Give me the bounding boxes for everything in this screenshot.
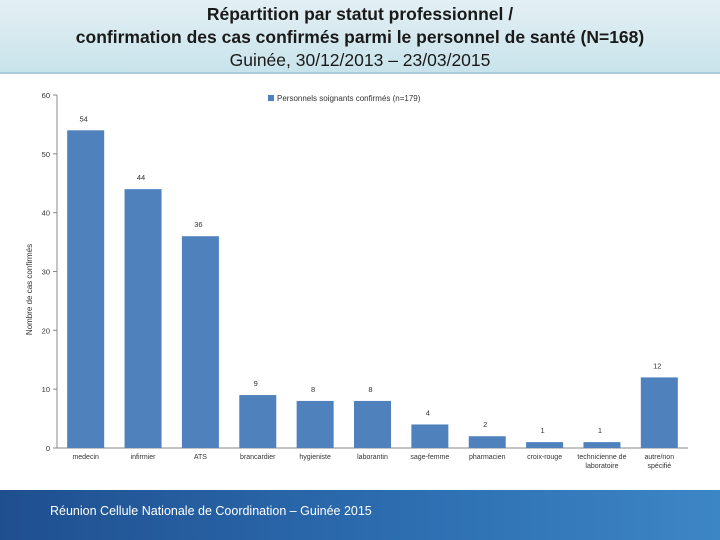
bar xyxy=(583,442,621,448)
data-label: 54 xyxy=(80,114,88,123)
slide-header: Répartition par statut professionnel / c… xyxy=(0,0,720,74)
data-label: 4 xyxy=(426,408,430,417)
title-line-3: Guinée, 30/12/2013 – 23/03/2015 xyxy=(229,50,491,70)
x-tick-label: technicienne de laboratoire xyxy=(577,454,626,470)
bar xyxy=(239,395,277,448)
bar xyxy=(124,189,162,448)
bar-chart: 0 10 20 30 40 50 60 Nombre de cas confirmés Pers… xyxy=(25,91,688,470)
bar xyxy=(181,236,219,448)
legend-swatch xyxy=(268,95,274,101)
data-label: 9 xyxy=(254,379,258,388)
data-label: 1 xyxy=(541,426,545,435)
data-label: 2 xyxy=(483,420,487,429)
y-axis-title: Nombre de cas confirmés xyxy=(25,244,34,335)
x-tick-label: autre/non spécifié xyxy=(645,454,675,470)
x-tick-label: ATS xyxy=(194,454,207,461)
y-tick-label: 20 xyxy=(42,326,50,335)
bar xyxy=(411,424,449,448)
bar xyxy=(640,377,678,448)
bar xyxy=(526,442,564,448)
data-label: 44 xyxy=(137,173,145,182)
x-tick-label: croix-rouge xyxy=(527,454,562,461)
bar xyxy=(354,400,391,448)
bar xyxy=(296,400,334,448)
chart-area: 0 10 20 30 40 50 60 Nombre de cas confirmés Pers… xyxy=(0,74,720,490)
y-tick-label: 10 xyxy=(42,385,50,394)
bar xyxy=(67,130,105,449)
data-label: 1 xyxy=(598,426,602,435)
x-tick-label: medecin xyxy=(72,454,99,461)
footer-text: Réunion Cellule Nationale de Coordinatio… xyxy=(50,504,372,518)
x-tick-label: hygieniste xyxy=(299,454,331,461)
y-tick-label: 0 xyxy=(46,444,50,453)
x-tick-label: pharmacien xyxy=(469,454,506,461)
title-line-2: confirmation des cas confirmés parmi le … xyxy=(75,27,645,47)
data-label: 8 xyxy=(368,385,372,394)
y-tick-label: 40 xyxy=(42,209,50,218)
x-tick-label: laborantin xyxy=(357,454,388,461)
y-tick-label: 30 xyxy=(42,268,50,277)
title-line-1: Répartition par statut professionnel / xyxy=(206,4,514,24)
data-label: 36 xyxy=(194,220,202,229)
bar xyxy=(468,436,506,448)
slide-footer: Réunion Cellule Nationale de Coordinatio… xyxy=(0,490,720,540)
y-tick-label: 50 xyxy=(42,150,50,159)
x-tick-label: infirmier xyxy=(131,454,157,461)
data-label: 8 xyxy=(311,385,315,394)
y-tick-label: 60 xyxy=(42,91,50,100)
data-label: 12 xyxy=(653,361,661,370)
x-tick-label: brancardier xyxy=(240,454,276,461)
x-tick-label: sage-femme xyxy=(410,454,449,461)
legend-label: Personnels soignants confirmés (n=179) xyxy=(277,94,421,103)
